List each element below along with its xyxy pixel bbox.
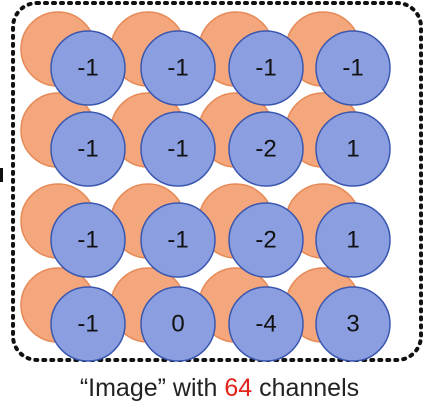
grid-cell: -2 bbox=[228, 111, 304, 187]
grid-cell-value: 0 bbox=[171, 310, 184, 337]
front-channel-circle bbox=[315, 286, 391, 362]
front-channel-circle bbox=[228, 286, 304, 362]
grid-cell: -2 bbox=[228, 202, 304, 278]
front-channel-circle bbox=[140, 30, 216, 106]
caption-prefix: “Image” with bbox=[79, 374, 225, 402]
front-channel-circle bbox=[228, 202, 304, 278]
front-channel-circle bbox=[228, 30, 304, 106]
front-channel-circle bbox=[315, 202, 391, 278]
grid-cell: -1 bbox=[50, 202, 126, 278]
grid-cell-value: -1 bbox=[167, 135, 188, 162]
grid-cell-value: -1 bbox=[77, 310, 98, 337]
grid-cell-value: 1 bbox=[346, 226, 359, 253]
grid-cell: -1 bbox=[50, 111, 126, 187]
grid-cell: -1 bbox=[50, 286, 126, 362]
grid-cell-value: 3 bbox=[346, 310, 359, 337]
front-channel-circle bbox=[228, 111, 304, 187]
grid-cell-value: -2 bbox=[255, 135, 276, 162]
front-channel-circle bbox=[140, 111, 216, 187]
grid-cell: -1 bbox=[140, 30, 216, 106]
grid-cell: -1 bbox=[140, 202, 216, 278]
front-channel-circle bbox=[50, 286, 126, 362]
front-channel-circle bbox=[140, 202, 216, 278]
grid-cell: -1 bbox=[228, 30, 304, 106]
grid-cell-value: -4 bbox=[255, 310, 276, 337]
grid-cell-value: -1 bbox=[77, 226, 98, 253]
grid-cell-value: -1 bbox=[255, 54, 276, 81]
dotted-border bbox=[11, 1, 423, 362]
front-channel-circle bbox=[315, 111, 391, 187]
caption-channel-count: 64 bbox=[224, 374, 253, 402]
caption-suffix: channels bbox=[252, 374, 360, 402]
grid-cell: -1 bbox=[315, 30, 391, 106]
front-channel-circle bbox=[50, 111, 126, 187]
grid-cell-value: 1 bbox=[346, 135, 359, 162]
grid-cell-value: -1 bbox=[77, 135, 98, 162]
grid-cell-value: -1 bbox=[342, 54, 363, 81]
caption: “Image” with 64 channels bbox=[0, 370, 439, 406]
front-channel-circle bbox=[50, 202, 126, 278]
front-channel-circle bbox=[140, 286, 216, 362]
grid-cell: -1 bbox=[50, 30, 126, 106]
front-channel-circle bbox=[50, 30, 126, 106]
grid-cell-value: -2 bbox=[255, 226, 276, 253]
grid-cell: 1 bbox=[315, 202, 391, 278]
grid-cell-value: -1 bbox=[167, 226, 188, 253]
grid-cell: 0 bbox=[140, 286, 216, 362]
front-channel-circle bbox=[315, 30, 391, 106]
grid-cell-value: -1 bbox=[77, 54, 98, 81]
grid-cell: 1 bbox=[315, 111, 391, 187]
grid-cell-value: -1 bbox=[167, 54, 188, 81]
front-channel-layer: -1 -1 -1 -1 -1 -1 -2 1 -1 -1 -2 1 -1 0 -4 3 bbox=[50, 30, 391, 362]
grid-cell: -4 bbox=[228, 286, 304, 362]
left-edge-tick bbox=[0, 168, 3, 182]
grid-cell: 3 bbox=[315, 286, 391, 362]
grid-cell: -1 bbox=[140, 111, 216, 187]
